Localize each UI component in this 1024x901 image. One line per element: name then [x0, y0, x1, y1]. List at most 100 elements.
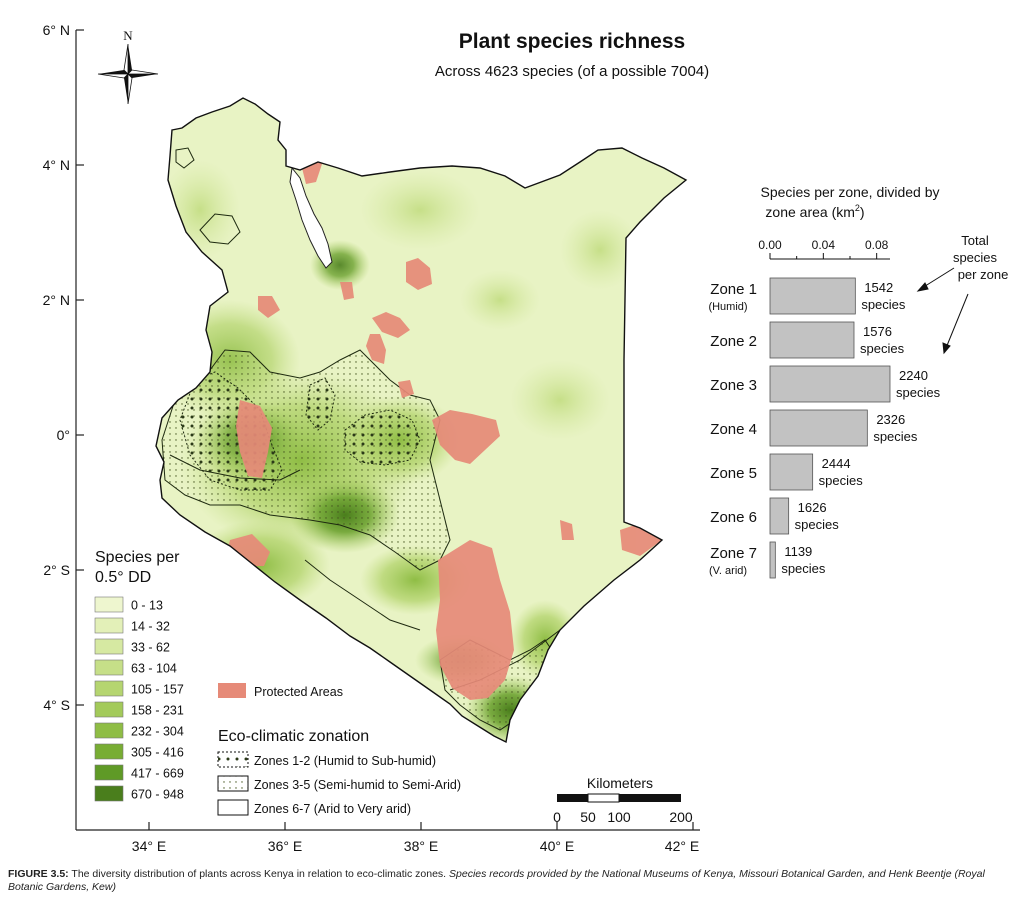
inset-chart: Species per zone, divided by zone area (… [708, 184, 1009, 579]
legend-swatches: 0 - 13 14 - 32 33 - 62 63 - 104 105 - 157 158… [94, 596, 184, 802]
legend-swatch [94, 722, 124, 739]
bar-count-label-zone-3: 2240 [899, 368, 928, 383]
protected-legend: Protected Areas [218, 683, 343, 699]
legend-class-label: 33 - 62 [131, 641, 170, 655]
legend-swatch [94, 680, 124, 697]
caption-source: Species records provided by the National… [8, 868, 985, 893]
lat-label-6n: 6° N [43, 22, 70, 38]
lon-label-42e: 42° E [665, 838, 699, 854]
lat-label-2s: 2° S [43, 562, 70, 578]
annotation-line1: Total [961, 233, 989, 248]
bar-count-label-zone-2: 1576 [863, 324, 892, 339]
category-label-zone-6: Zone 6 [710, 509, 757, 526]
richness-legend: Species per 0.5° DD 0 - 13 14 - 32 33 - 62… [94, 549, 184, 802]
zone-1-2-swatch [217, 751, 249, 768]
bar-zone-4 [769, 409, 868, 447]
lat-labels: 6° N 4° N 2° N 0° 2° S 4° S [43, 22, 70, 713]
bar-zone-1 [769, 277, 856, 315]
legend-class-label: 232 - 304 [131, 725, 184, 739]
zone-6-7-swatch [217, 799, 249, 816]
caption-label: FIGURE 3.5: [8, 868, 69, 880]
scale-title: Kilometers [587, 775, 653, 791]
inset-tick-label: 0.08 [865, 238, 889, 252]
zone-1-2-label: Zones 1-2 (Humid to Sub-humid) [254, 754, 436, 768]
zonation-legend: Eco-climatic zonation Zones 1-2 (Humid t… [217, 728, 461, 816]
scale-tick-100: 100 [607, 809, 631, 825]
zone-3-5-swatch [217, 775, 249, 792]
north-label: N [123, 28, 133, 43]
category-label-zone-5: Zone 5 [710, 465, 757, 482]
legend-class-label: 417 - 669 [131, 767, 184, 781]
protected-area-swatch [218, 683, 246, 698]
legend-class-label: 105 - 157 [131, 683, 184, 697]
inset-x-axis: 0.00 0.04 0.08 [758, 238, 890, 260]
legend-class-label: 0 - 13 [131, 599, 163, 613]
annotation-line3: per zone [958, 267, 1009, 282]
lat-label-2n: 2° N [43, 292, 70, 308]
category-label-zone-7: Zone 7 [710, 545, 757, 562]
lon-label-36e: 36° E [268, 838, 302, 854]
inset-bars: Zone 1 (Humid) 1542 species Zone 2 1576 specie… [708, 277, 941, 579]
bar-species-label-zone-6: species [795, 517, 840, 532]
lat-ticks [76, 29, 84, 706]
legend-swatch [94, 659, 124, 676]
lat-label-4s: 4° S [43, 697, 70, 713]
bar-count-label-zone-5: 2444 [822, 456, 851, 471]
scale-tick-0: 0 [553, 809, 561, 825]
category-sublabel-zone-1: (Humid) [708, 301, 747, 313]
lon-label-40e: 40° E [540, 838, 574, 854]
legend-title-line2: 0.5° DD [95, 569, 151, 586]
north-arrow-icon: N [97, 28, 159, 105]
legend-swatch [94, 617, 124, 634]
bar-zone-7 [769, 541, 776, 579]
bar-species-label-zone-7: species [781, 561, 826, 576]
legend-class-label: 670 - 948 [131, 788, 184, 802]
figure-caption: FIGURE 3.5: The diversity distribution o… [8, 868, 1013, 894]
inset-title-line1: Species per zone, divided by [761, 184, 940, 200]
legend-title-line1: Species per [95, 549, 180, 566]
inset-title-line2: zone area (km2) [765, 203, 864, 220]
legend-swatch [94, 764, 124, 781]
legend-swatch [94, 638, 124, 655]
inset-tick-label: 0.00 [758, 238, 782, 252]
kenya-map [155, 97, 688, 744]
lat-label-0: 0° [57, 427, 70, 443]
lon-ticks [148, 822, 694, 830]
bar-zone-6 [769, 497, 790, 535]
bar-count-label-zone-6: 1626 [798, 500, 827, 515]
lon-label-34e: 34° E [132, 838, 166, 854]
legend-class-label: 63 - 104 [131, 662, 177, 676]
legend-class-label: 14 - 32 [131, 620, 170, 634]
category-label-zone-4: Zone 4 [710, 421, 757, 438]
map-subtitle: Across 4623 species (of a possible 7004) [435, 63, 709, 80]
bar-count-label-zone-1: 1542 [864, 280, 893, 295]
category-sublabel-zone-7: (V. arid) [709, 565, 747, 577]
lat-label-4n: 4° N [43, 157, 70, 173]
scale-bar: Kilometers 0 50 100 200 [553, 775, 693, 825]
legend-class-label: 305 - 416 [131, 746, 184, 760]
bar-count-label-zone-7: 1139 [784, 544, 812, 559]
zonation-title: Eco-climatic zonation [218, 728, 369, 745]
lon-labels: 34° E 36° E 38° E 40° E 42° E [132, 838, 699, 854]
annotation-line2: species [953, 250, 998, 265]
scale-tick-50: 50 [580, 809, 596, 825]
bar-zone-3 [769, 365, 891, 403]
bar-species-label-zone-1: species [861, 297, 906, 312]
category-label-zone-2: Zone 2 [710, 333, 757, 350]
caption-text: The diversity distribution of plants acr… [68, 868, 450, 880]
map-frame [75, 30, 700, 831]
bar-species-label-zone-3: species [896, 385, 941, 400]
bar-species-label-zone-4: species [873, 429, 918, 444]
zone-6-7-label: Zones 6-7 (Arid to Very arid) [254, 802, 411, 816]
bar-zone-2 [769, 321, 855, 359]
bar-species-label-zone-2: species [860, 341, 905, 356]
category-label-zone-3: Zone 3 [710, 377, 757, 394]
zone-3-5-label: Zones 3-5 (Semi-humid to Semi-Arid) [254, 778, 461, 792]
lon-label-38e: 38° E [404, 838, 438, 854]
legend-swatch [94, 785, 124, 802]
scale-tick-200: 200 [669, 809, 693, 825]
inset-tick-label: 0.04 [812, 238, 836, 252]
category-label-zone-1: Zone 1 [710, 281, 757, 298]
bar-zone-5 [769, 453, 814, 491]
